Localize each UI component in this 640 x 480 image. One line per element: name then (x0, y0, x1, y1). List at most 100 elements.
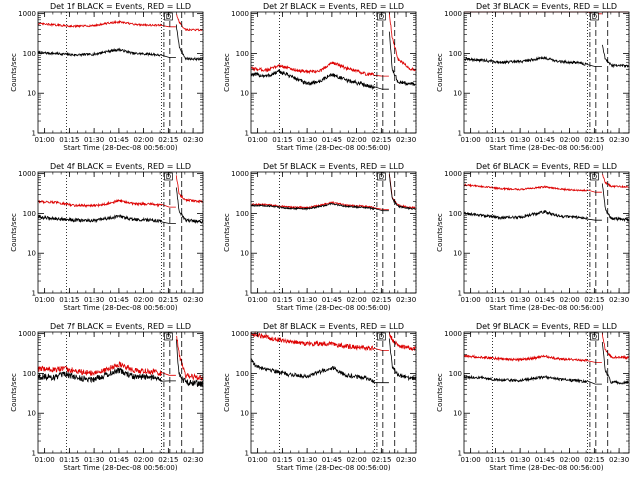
x-tick-label: 02:30 (609, 136, 629, 144)
y-tick-label: 1 (32, 290, 36, 298)
y-tick-label: 1000 (231, 330, 249, 338)
series-events-post-saa-line (175, 187, 203, 224)
x-tick-label: 02:15 (158, 296, 178, 304)
x-tick-label: 01:15 (59, 296, 79, 304)
y-tick-label: 1000 (18, 10, 36, 18)
x-tick-label: 02:30 (183, 296, 203, 304)
y-tick-label: 1 (32, 450, 36, 458)
panel-det-9: Det 9f BLACK = Events, RED = LLDD1101001… (436, 322, 630, 472)
x-tick-label: 02:30 (609, 296, 629, 304)
y-tick-label: 100 (449, 210, 462, 218)
panel-det-1: Det 1f BLACK = Events, RED = LLDD1101001… (10, 2, 204, 152)
x-tick-label: 01:30 (84, 456, 104, 464)
y-tick-label: 1 (245, 450, 249, 458)
x-axis-label: Start Time (28-Dec-08 00:56:00) (276, 144, 390, 152)
x-tick-label: 02:15 (371, 296, 391, 304)
x-tick-label: 01:30 (510, 296, 530, 304)
plot-frame (250, 11, 417, 134)
y-tick-label: 1000 (18, 170, 36, 178)
y-tick-label: 10 (240, 250, 249, 258)
y-axis-label: Counts/sec (10, 213, 18, 252)
x-tick-label: 01:45 (109, 456, 129, 464)
y-tick-label: 10 (27, 250, 36, 258)
y-tick-label: 100 (449, 370, 462, 378)
series-lld-line (250, 201, 389, 210)
x-tick-label: 01:15 (485, 296, 505, 304)
plot-frame (37, 11, 204, 134)
panel-det-4: Det 4f BLACK = Events, RED = LLDD1101001… (10, 162, 204, 312)
x-tick-label: 01:15 (485, 456, 505, 464)
x-tick-label: 01:30 (510, 456, 530, 464)
x-tick-label: 02:00 (347, 296, 367, 304)
x-tick-label: 01:45 (535, 456, 555, 464)
series-lld-post-saa-line (602, 173, 629, 189)
series-events-line (250, 69, 389, 91)
series-lld-line (463, 354, 602, 363)
series-events-line (463, 209, 602, 221)
x-tick-label: 02:00 (134, 136, 154, 144)
x-tick-label: 02:00 (134, 296, 154, 304)
series-events-line (37, 367, 176, 384)
x-tick-label: 01:00 (35, 136, 55, 144)
x-tick-label: 02:00 (347, 136, 367, 144)
x-tick-label: 02:00 (347, 456, 367, 464)
series-events-post-saa-line (388, 174, 416, 211)
y-tick-label: 10 (27, 410, 36, 418)
series-events-post-saa-line (388, 338, 416, 382)
y-tick-label: 10 (27, 90, 36, 98)
x-tick-label: 01:00 (35, 456, 55, 464)
x-tick-label: 01:30 (510, 136, 530, 144)
y-tick-label: 10 (453, 90, 462, 98)
x-tick-label: 02:15 (371, 456, 391, 464)
x-tick-label: 01:15 (59, 456, 79, 464)
series-events-line (250, 202, 389, 212)
plot-frame (463, 171, 630, 294)
y-tick-label: 1 (458, 290, 462, 298)
x-tick-label: 02:30 (396, 456, 416, 464)
x-tick-label: 01:45 (322, 456, 342, 464)
x-tick-label: 02:15 (371, 136, 391, 144)
y-tick-label: 1 (458, 130, 462, 138)
series-lld-post-saa-line (175, 175, 203, 204)
panel-title: Det 4f BLACK = Events, RED = LLD (50, 162, 191, 171)
panel-title: Det 5f BLACK = Events, RED = LLD (263, 162, 404, 171)
plot-frame (37, 331, 204, 454)
y-tick-label: 1000 (444, 10, 462, 18)
series-events-post-saa-line (175, 24, 203, 62)
y-axis-label: Counts/sec (10, 53, 18, 92)
panel-title: Det 6f BLACK = Events, RED = LLD (476, 162, 617, 171)
x-tick-label: 01:00 (248, 296, 268, 304)
x-tick-label: 01:30 (297, 456, 317, 464)
x-tick-label: 02:15 (584, 296, 604, 304)
x-tick-label: 01:00 (461, 456, 481, 464)
x-axis-label: Start Time (28-Dec-08 00:56:00) (276, 304, 390, 312)
panel-det-6: Det 6f BLACK = Events, RED = LLDD1101001… (436, 162, 630, 312)
x-tick-label: 02:30 (609, 456, 629, 464)
y-axis-label: Counts/sec (223, 373, 231, 412)
x-tick-label: 02:00 (134, 456, 154, 464)
x-tick-label: 01:45 (109, 136, 129, 144)
y-tick-label: 1 (32, 130, 36, 138)
panel-title: Det 2f BLACK = Events, RED = LLD (263, 2, 404, 11)
series-lld-line (37, 198, 176, 209)
series-events-line (37, 47, 176, 58)
series-lld-line (37, 360, 176, 377)
y-tick-label: 10 (453, 250, 462, 258)
y-axis-label: Counts/sec (436, 53, 444, 92)
y-tick-label: 100 (23, 50, 36, 58)
plot-frame (250, 331, 417, 454)
y-tick-label: 100 (449, 50, 462, 58)
x-tick-label: 01:45 (322, 296, 342, 304)
x-tick-label: 02:15 (158, 136, 178, 144)
plot-frame (250, 171, 417, 294)
series-lld-post-saa-line (176, 14, 203, 32)
x-tick-label: 02:15 (158, 456, 178, 464)
panel-title: Det 8f BLACK = Events, RED = LLD (263, 322, 404, 331)
x-tick-label: 02:15 (584, 456, 604, 464)
series-lld-line (250, 331, 389, 352)
series-lld-post-saa-line (176, 335, 203, 382)
x-axis-label: Start Time (28-Dec-08 00:56:00) (276, 464, 390, 472)
x-tick-label: 01:30 (297, 136, 317, 144)
series-lld-post-saa-line (601, 333, 629, 361)
